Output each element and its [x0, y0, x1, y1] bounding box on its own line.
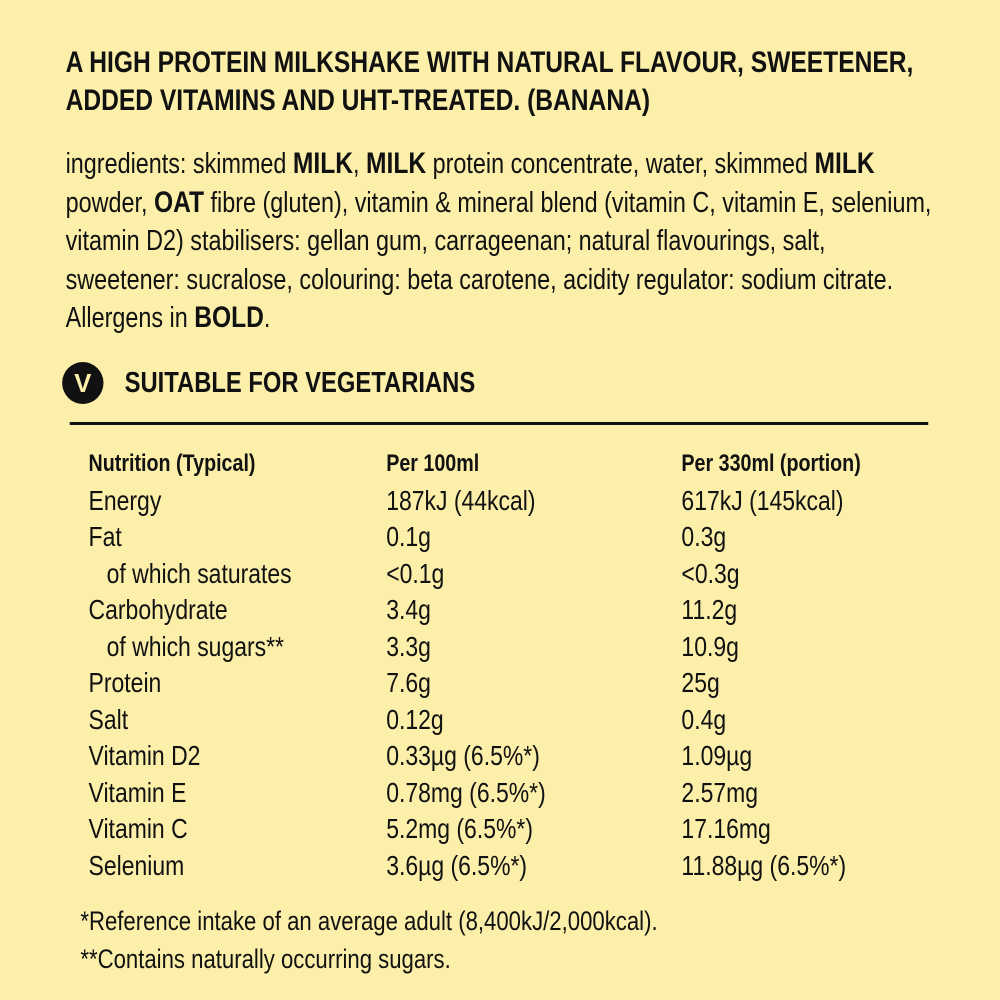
header-per-portion: Per 330ml (portion)	[681, 450, 861, 478]
footnote-sugars: **Contains naturally occurring sugars.	[80, 944, 451, 974]
ingredient-text: protein concentrate, water, skimmed	[426, 148, 815, 180]
nutrient-name: Selenium	[88, 849, 185, 881]
per-portion-value: 25g	[681, 667, 720, 699]
table-row: Vitamin E 0.78mg (6.5%*) 2.57mg	[89, 775, 861, 812]
per-100ml-value: 0.33µg (6.5%*)	[386, 740, 540, 772]
nutrient-name: Fat	[88, 521, 122, 553]
nutrient-name: Energy	[88, 484, 162, 516]
divider	[69, 422, 929, 425]
table-row: Fat 0.1g 0.3g	[89, 519, 861, 556]
footnotes: *Reference intake of an average adult (8…	[80, 902, 657, 978]
ingredient-text: ingredients: skimmed	[65, 148, 293, 180]
vegetarian-label: SUITABLE FOR VEGETARIANS	[124, 366, 476, 399]
nutrient-name: Vitamin D2	[88, 740, 201, 772]
table-row: Vitamin C 5.2mg (6.5%*) 17.16mg	[89, 811, 861, 848]
per-100ml-value: 0.78mg (6.5%*)	[386, 776, 546, 808]
allergen-text: OAT	[153, 185, 205, 219]
allergen-text: MILK	[814, 147, 875, 180]
table-row: of which saturates <0.1g <0.3g	[89, 556, 861, 593]
nutrient-name: Vitamin C	[88, 813, 188, 845]
per-100ml-value: 3.3g	[386, 630, 431, 662]
per-portion-value: 10.9g	[681, 630, 739, 662]
header-nutrition: Nutrition (Typical)	[88, 450, 256, 478]
per-portion-value: 0.4g	[681, 703, 727, 735]
per-100ml-value: 5.2mg (6.5%*)	[386, 813, 533, 845]
per-portion-value: <0.3g	[681, 557, 740, 589]
nutrient-name: of which saturates	[106, 557, 292, 589]
per-100ml-value: 187kJ (44kcal)	[386, 484, 536, 516]
per-100ml-value: 7.6g	[386, 667, 431, 699]
nutrient-name: of which sugars**	[106, 630, 285, 662]
nutrient-name: Protein	[88, 667, 162, 699]
per-portion-value: 11.2g	[681, 594, 738, 626]
nutrition-table: Nutrition (Typical) Per 100ml Per 330ml …	[89, 446, 861, 884]
header-per-100ml: Per 100ml	[386, 450, 480, 478]
ingredient-text: ,	[353, 148, 367, 180]
per-portion-value: 11.88µg (6.5%*)	[681, 849, 847, 881]
per-100ml-value: 0.12g	[386, 703, 444, 735]
ingredient-text: .	[263, 302, 271, 335]
table-header: Nutrition (Typical) Per 100ml Per 330ml …	[89, 446, 861, 483]
per-portion-value: 617kJ (145kcal)	[681, 484, 844, 516]
per-100ml-value: 3.4g	[386, 594, 431, 626]
table-row: Protein 7.6g 25g	[89, 665, 861, 702]
table-row: Selenium 3.6µg (6.5%*) 11.88µg (6.5%*)	[89, 848, 861, 885]
per-portion-value: 2.57mg	[681, 776, 759, 808]
nutrient-name: Carbohydrate	[88, 594, 228, 626]
product-title: A HIGH PROTEIN MILKSHAKE WITH NATURAL FL…	[65, 46, 914, 117]
table-row: Energy 187kJ (44kcal) 617kJ (145kcal)	[89, 483, 861, 520]
vegetarian-icon: V	[62, 362, 104, 404]
table-row: Salt 0.12g 0.4g	[89, 702, 861, 739]
allergen-text: MILK	[366, 147, 427, 180]
per-100ml-value: <0.1g	[386, 557, 445, 589]
ingredient-text: powder,	[65, 186, 154, 219]
nutrient-name: Salt	[88, 703, 129, 735]
per-portion-value: 17.16mg	[681, 813, 771, 845]
per-100ml-value: 3.6µg (6.5%*)	[386, 849, 528, 881]
per-portion-value: 0.3g	[681, 521, 727, 553]
footnote-reference-intake: *Reference intake of an average adult (8…	[80, 906, 658, 936]
allergen-text: BOLD	[194, 301, 264, 335]
vegetarian-row: V SUITABLE FOR VEGETARIANS	[62, 362, 476, 404]
table-row: of which sugars** 3.3g 10.9g	[89, 629, 861, 666]
allergen-text: MILK	[292, 147, 354, 180]
ingredients-text: ingredients: skimmed MILK, MILK protein …	[66, 145, 935, 338]
per-portion-value: 1.09µg	[681, 740, 753, 772]
nutrient-name: Vitamin E	[88, 776, 187, 808]
ingredient-text: fibre (gluten), vitamin & mineral blend …	[65, 186, 932, 335]
table-row: Carbohydrate 3.4g 11.2g	[89, 592, 861, 629]
per-100ml-value: 0.1g	[386, 521, 431, 553]
table-row: Vitamin D2 0.33µg (6.5%*) 1.09µg	[89, 738, 861, 775]
